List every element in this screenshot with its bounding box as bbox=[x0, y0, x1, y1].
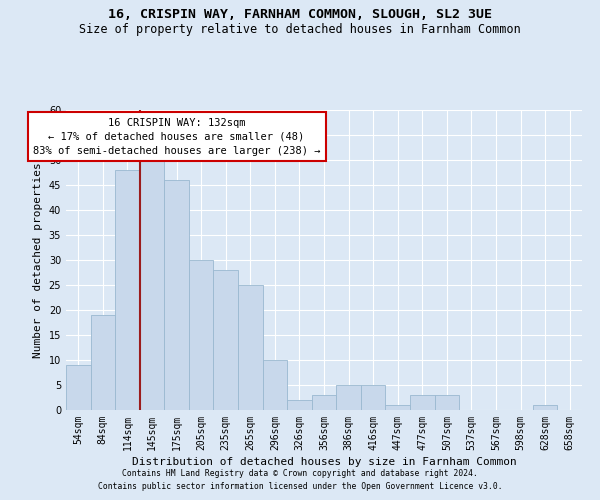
Bar bbox=[434, 395, 459, 410]
Bar bbox=[385, 405, 410, 410]
Text: Contains HM Land Registry data © Crown copyright and database right 2024.: Contains HM Land Registry data © Crown c… bbox=[122, 468, 478, 477]
Bar bbox=[361, 385, 385, 410]
Bar bbox=[115, 170, 140, 410]
X-axis label: Distribution of detached houses by size in Farnham Common: Distribution of detached houses by size … bbox=[131, 457, 517, 467]
Bar bbox=[533, 405, 557, 410]
Bar bbox=[263, 360, 287, 410]
Text: 16 CRISPIN WAY: 132sqm
← 17% of detached houses are smaller (48)
83% of semi-det: 16 CRISPIN WAY: 132sqm ← 17% of detached… bbox=[33, 118, 320, 156]
Bar bbox=[410, 395, 434, 410]
Bar bbox=[312, 395, 336, 410]
Bar bbox=[140, 160, 164, 410]
Bar bbox=[238, 285, 263, 410]
Bar bbox=[336, 385, 361, 410]
Bar bbox=[189, 260, 214, 410]
Y-axis label: Number of detached properties: Number of detached properties bbox=[33, 162, 43, 358]
Bar bbox=[287, 400, 312, 410]
Bar bbox=[66, 365, 91, 410]
Bar bbox=[164, 180, 189, 410]
Bar bbox=[214, 270, 238, 410]
Text: Size of property relative to detached houses in Farnham Common: Size of property relative to detached ho… bbox=[79, 22, 521, 36]
Text: 16, CRISPIN WAY, FARNHAM COMMON, SLOUGH, SL2 3UE: 16, CRISPIN WAY, FARNHAM COMMON, SLOUGH,… bbox=[108, 8, 492, 20]
Bar bbox=[91, 315, 115, 410]
Text: Contains public sector information licensed under the Open Government Licence v3: Contains public sector information licen… bbox=[98, 482, 502, 491]
